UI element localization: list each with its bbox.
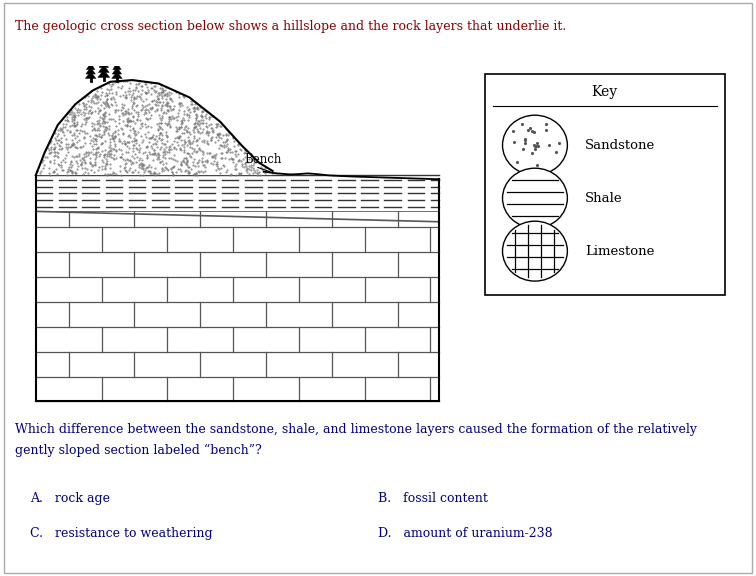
Polygon shape <box>36 80 273 175</box>
Circle shape <box>503 115 567 175</box>
Text: Shale: Shale <box>585 192 622 204</box>
Text: Bench: Bench <box>244 153 281 166</box>
Text: D.   amount of uranium-238: D. amount of uranium-238 <box>378 527 553 540</box>
Text: B.   fossil content: B. fossil content <box>378 492 488 506</box>
Text: Key: Key <box>592 85 618 99</box>
FancyBboxPatch shape <box>485 74 724 295</box>
Text: Limestone: Limestone <box>585 245 654 257</box>
Polygon shape <box>98 70 110 78</box>
Circle shape <box>503 221 567 281</box>
Polygon shape <box>113 63 121 70</box>
Polygon shape <box>99 60 109 67</box>
Polygon shape <box>36 175 439 211</box>
Polygon shape <box>112 67 122 74</box>
Text: A.   rock age: A. rock age <box>30 492 110 506</box>
Circle shape <box>503 168 567 228</box>
Polygon shape <box>86 67 95 74</box>
Polygon shape <box>112 72 122 78</box>
Text: Sandstone: Sandstone <box>585 139 655 151</box>
Text: Which difference between the sandstone, shale, and limestone layers caused the f: Which difference between the sandstone, … <box>15 423 697 457</box>
Polygon shape <box>36 211 439 401</box>
Polygon shape <box>98 65 109 73</box>
Polygon shape <box>86 63 95 70</box>
Text: The geologic cross section below shows a hillslope and the rock layers that unde: The geologic cross section below shows a… <box>15 20 566 33</box>
Text: C.   resistance to weathering: C. resistance to weathering <box>30 527 213 540</box>
Polygon shape <box>85 72 96 78</box>
